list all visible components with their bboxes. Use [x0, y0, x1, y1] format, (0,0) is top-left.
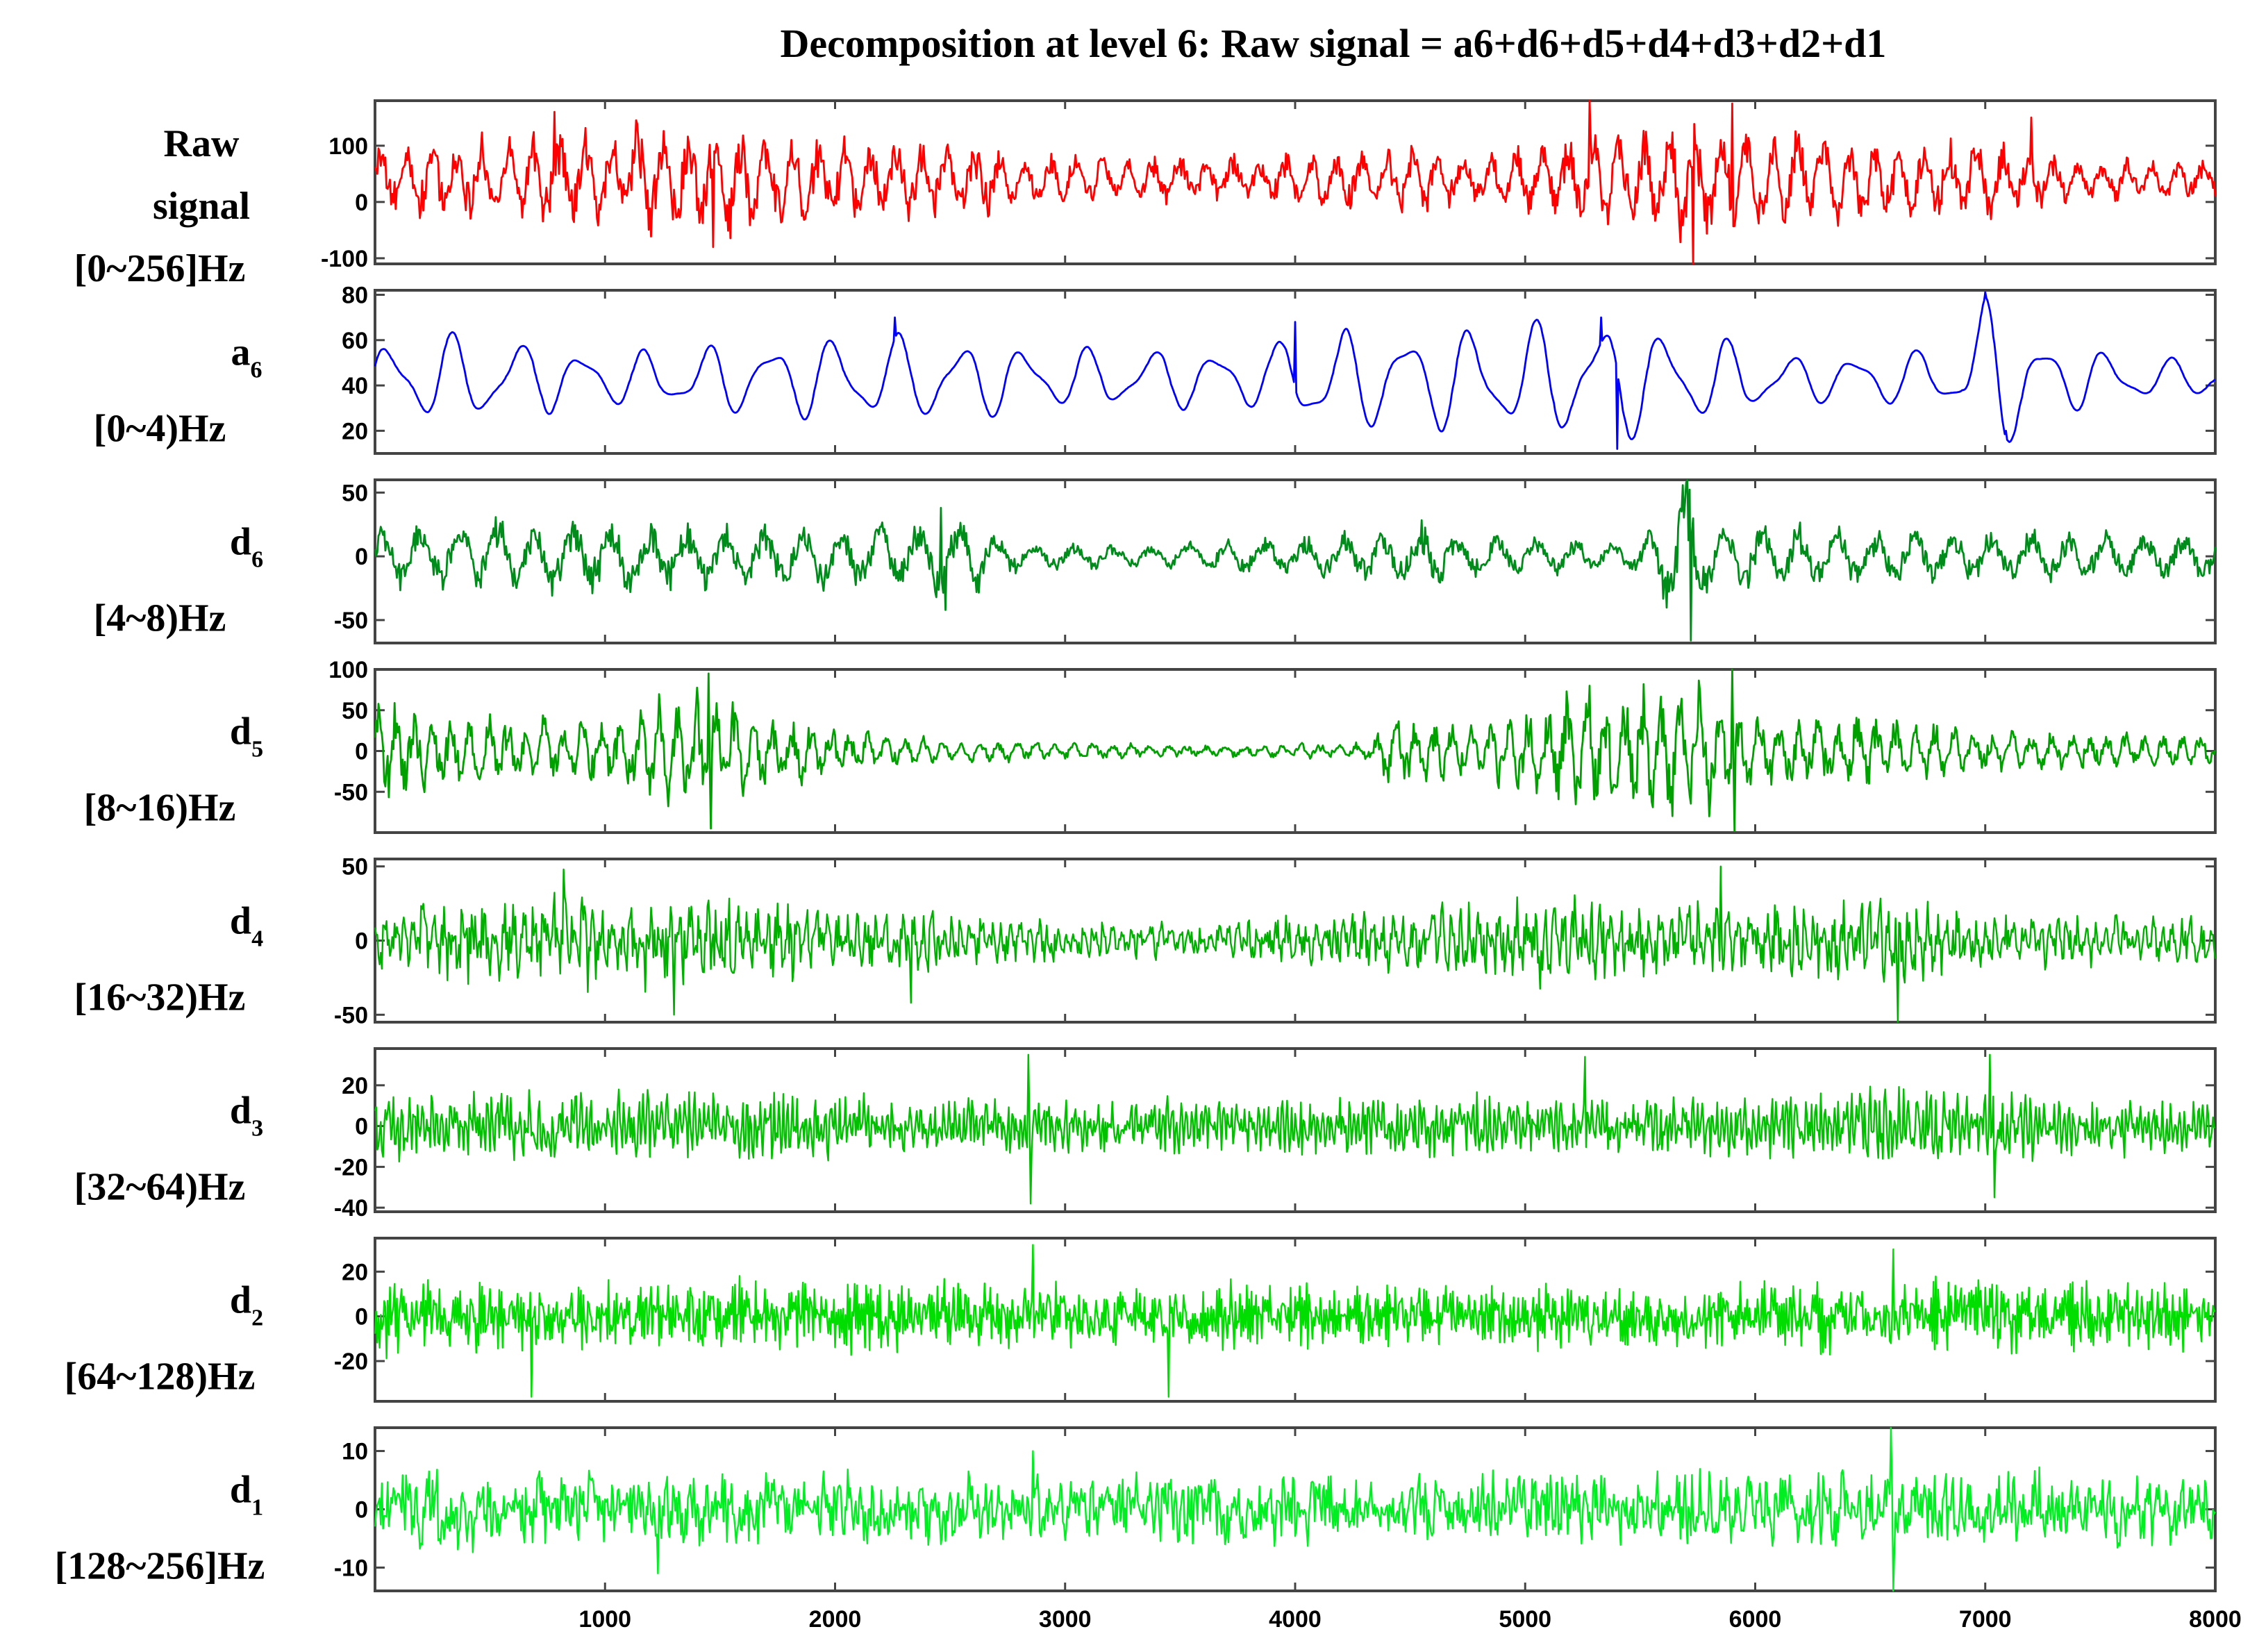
panel-6: 20 0 -20 d2 [64~128)Hz: [65, 1237, 2217, 1403]
panel-1-series-line: [374, 291, 2216, 450]
panel-0: 100 0 -100 Raw signal [0~256]Hz: [74, 99, 2217, 290]
panel-0-ytick-label: 0: [355, 190, 368, 216]
panel-5-ytick-label: -40: [334, 1195, 368, 1221]
panel-7: 10 0 -10 d1 [128~256]Hz: [55, 1426, 2217, 1592]
xtick-label: 3000: [1039, 1606, 1092, 1633]
panel-4-ytick-label: 0: [355, 928, 368, 955]
xtick-label: 6000: [1729, 1606, 1782, 1633]
panel-3-ytick-label: 50: [342, 698, 368, 724]
panels: 1000-100Rawsignal[0~256]Hz80604020a6[0~4…: [55, 99, 2217, 1592]
panel-5: 20 0 -20 -40 d3 [32~64)Hz: [74, 1047, 2217, 1221]
panel-6-ytick-label: 0: [355, 1304, 368, 1330]
panel-4-label-name: d4: [230, 900, 263, 952]
panel-1-label-name: a6: [231, 331, 262, 383]
xtick-label: 8000: [2189, 1606, 2242, 1633]
chart-title: Decomposition at level 6: Raw signal = a…: [781, 21, 1887, 66]
panel-3-ytick-label: 100: [328, 657, 368, 683]
panel-6-label-subscript: 2: [251, 1305, 263, 1331]
panel-6-label-band: [64~128)Hz: [65, 1355, 256, 1399]
panel-5-ytick-label: -20: [334, 1154, 368, 1180]
panel-0-ytick-label: 100: [328, 133, 368, 160]
xtick-label: 2000: [809, 1606, 862, 1633]
panel-2-ytick-label: 0: [355, 544, 368, 570]
panel-5-label-subscript: 3: [251, 1116, 263, 1142]
panel-3: 100 50 0 -50 d5 [8~16)Hz: [84, 657, 2217, 834]
panel-1-ytick-label: 80: [342, 283, 368, 309]
xtick-label: 1000: [578, 1606, 631, 1633]
panel-6-series-line: [374, 1244, 2216, 1398]
panel-1-ytick-label: 60: [342, 328, 368, 354]
panel-5-label-band: [32~64)Hz: [74, 1166, 246, 1209]
xtick-label: 7000: [1959, 1606, 2012, 1633]
panel-7-label-band: [128~256]Hz: [55, 1545, 265, 1588]
panel-2: 50 0 -50 d6[4~8)Hz: [94, 478, 2217, 644]
panel-0-axes-box: [374, 99, 2217, 265]
panel-7-ytick-label: 10: [342, 1439, 368, 1465]
panel-2-label-name: d6: [230, 521, 263, 573]
panel-3-ytick-label: -50: [334, 779, 368, 806]
panel-7-series-line: [374, 1426, 2217, 1592]
panel-6-axes-box: [374, 1237, 2217, 1403]
panel-2-ytick-label: -50: [334, 608, 368, 634]
xtick-label: 5000: [1499, 1606, 1551, 1633]
panel-7-label-subscript: 1: [251, 1495, 263, 1521]
panel-7-ytick-label: -10: [334, 1555, 368, 1581]
panel-1-label-subscript: 6: [251, 358, 262, 383]
panel-6-label-name: d2: [230, 1279, 263, 1331]
panel-2-ytick-label: 50: [342, 480, 368, 506]
panel-0-label-line-0: Raw: [164, 122, 240, 165]
panel-0-ytick-label: -100: [321, 246, 368, 272]
panel-4-ytick-label: 50: [342, 854, 368, 881]
panel-2-series-line: [374, 479, 2217, 642]
panel-5-ytick-label: 0: [355, 1114, 368, 1140]
panel-4-label-band: [16~32)Hz: [74, 976, 246, 1019]
panel-6-ytick-label: 20: [342, 1259, 368, 1285]
panel-2-label-subscript: 6: [251, 547, 263, 573]
panel-6-ytick-label: -20: [334, 1349, 368, 1375]
panel-5-series-line: [374, 1053, 2216, 1205]
panel-0-label-line-2: [0~256]Hz: [74, 247, 246, 290]
panel-5-label-name: d3: [230, 1090, 263, 1142]
panel-3-label-subscript: 5: [251, 737, 263, 762]
panel-3-ytick-label: 0: [355, 739, 368, 765]
panel-1-ytick-label: 40: [342, 373, 368, 399]
panel-1: 80 60 40 20 a6[0~4)Hz: [94, 283, 2217, 455]
panel-3-label-band: [8~16)Hz: [84, 787, 236, 830]
panel-1-ytick-label: 20: [342, 418, 368, 444]
panel-5-ytick-label: 20: [342, 1073, 368, 1099]
panel-7-label-name: d1: [230, 1469, 263, 1521]
panel-4: 50 0 -50 d4 [16~32)Hz: [74, 854, 2217, 1028]
panel-3-series-line: [374, 668, 2217, 833]
panel-4-series-line: [374, 865, 2217, 1024]
xtick-label: 4000: [1269, 1606, 1322, 1633]
panel-0-label-line-1: signal: [153, 185, 250, 228]
panel-0-series-line: [374, 99, 2217, 265]
panel-4-label-subscript: 4: [251, 926, 263, 952]
panel-2-label-band: [4~8)Hz: [94, 597, 226, 640]
panel-1-label-band: [0~4)Hz: [94, 408, 226, 451]
panel-3-label-name: d5: [230, 710, 263, 762]
x-axis: 1000 2000 3000 4000 5000 6000 7000 8000: [578, 1606, 2241, 1633]
panel-7-ytick-label: 0: [355, 1497, 368, 1524]
panel-4-ytick-label: -50: [334, 1002, 368, 1028]
